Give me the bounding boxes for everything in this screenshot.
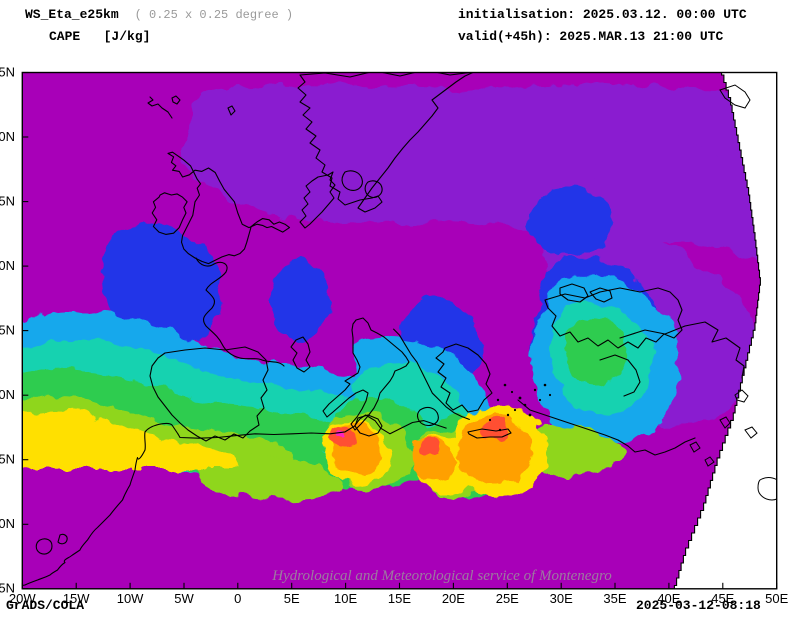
svg-text:45N: 45N	[0, 323, 15, 338]
svg-text:5E: 5E	[284, 591, 300, 606]
svg-text:30N: 30N	[0, 516, 15, 531]
svg-text:20E: 20E	[442, 591, 465, 606]
svg-text:25N: 25N	[0, 581, 15, 596]
svg-text:25E: 25E	[496, 591, 519, 606]
svg-text:40N: 40N	[0, 387, 15, 402]
svg-text:10E: 10E	[334, 591, 357, 606]
svg-text:50E: 50E	[765, 591, 788, 606]
svg-text:65N: 65N	[0, 65, 15, 80]
svg-text:35N: 35N	[0, 452, 15, 467]
svg-text:55N: 55N	[0, 194, 15, 209]
svg-text:5W: 5W	[174, 591, 194, 606]
svg-text:30E: 30E	[550, 591, 573, 606]
svg-text:0: 0	[234, 591, 241, 606]
svg-text:35E: 35E	[603, 591, 626, 606]
svg-text:15E: 15E	[388, 591, 411, 606]
svg-text:50N: 50N	[0, 258, 15, 273]
svg-text:10W: 10W	[117, 591, 144, 606]
svg-text:60N: 60N	[0, 129, 15, 144]
